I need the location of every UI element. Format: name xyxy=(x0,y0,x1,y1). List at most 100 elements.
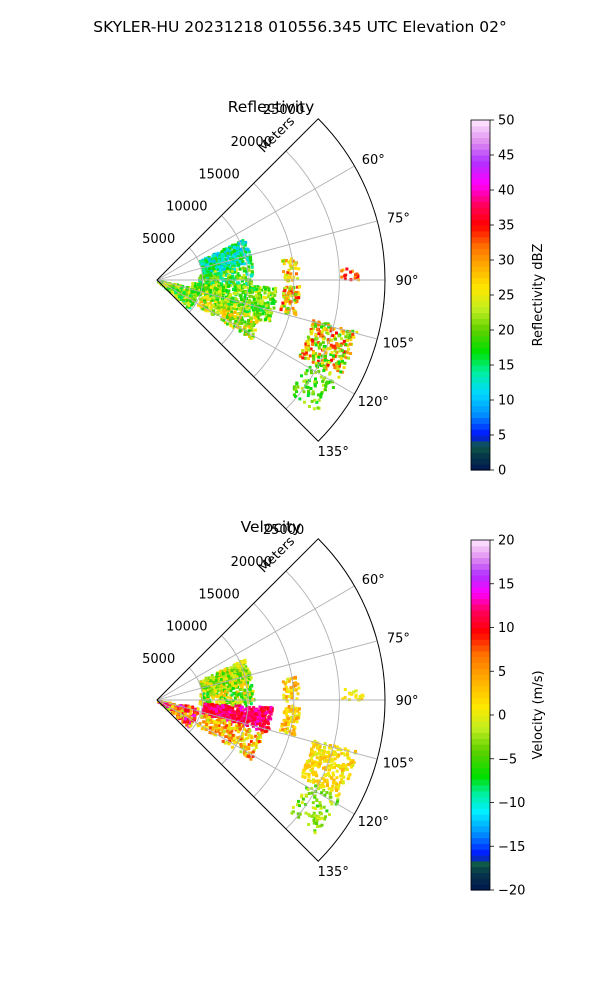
echo-gate xyxy=(268,290,271,294)
colorbar-segment xyxy=(471,615,490,623)
polar-grid xyxy=(156,150,385,442)
echo-gate xyxy=(239,670,243,673)
echo-gate xyxy=(180,296,184,299)
echo-gate xyxy=(307,389,311,393)
echo-gate xyxy=(257,287,261,291)
echo-gate xyxy=(215,258,219,262)
colorbar-segment xyxy=(471,540,490,547)
echo-gate xyxy=(300,374,303,378)
echo-gate xyxy=(266,708,270,712)
echo-gate xyxy=(223,668,227,671)
echo-gate xyxy=(176,283,179,287)
echo-gate xyxy=(254,720,258,724)
colorbar-segment xyxy=(471,843,490,850)
echo-gate xyxy=(288,709,292,712)
colorbar-segment xyxy=(471,569,490,576)
echo-gate xyxy=(339,327,343,330)
colorbar-segment xyxy=(471,627,490,634)
echo-gate xyxy=(243,658,247,662)
echo-gate xyxy=(189,721,193,725)
echo-gate xyxy=(314,333,318,337)
colorbar-segment xyxy=(471,137,490,144)
echo-gate xyxy=(240,744,243,748)
echo-gate xyxy=(256,307,260,311)
echo-gate xyxy=(319,804,322,808)
echo-gate xyxy=(264,726,268,730)
echo-gate xyxy=(281,259,285,263)
echo-gate xyxy=(221,718,224,722)
echo-gate xyxy=(315,743,318,747)
echo-gate xyxy=(205,723,209,726)
echo-gate xyxy=(247,676,251,680)
echo-gate xyxy=(315,746,319,750)
echo-gate xyxy=(331,334,335,338)
echo-gate xyxy=(223,298,227,301)
echo-gate xyxy=(225,322,229,326)
echo-gate xyxy=(304,803,308,807)
echo-gate xyxy=(228,668,232,672)
range-tick-label: 25000 xyxy=(263,103,304,118)
echo-gate xyxy=(348,773,352,777)
echo-gate xyxy=(219,266,223,270)
echo-gate xyxy=(229,283,233,287)
echo-gate xyxy=(236,312,240,316)
echo-gate xyxy=(254,712,258,716)
echo-gate xyxy=(243,243,247,247)
echo-gate xyxy=(252,300,256,304)
echo-gate xyxy=(178,295,181,299)
echo-gate xyxy=(233,321,237,325)
echo-gate xyxy=(229,297,232,301)
echo-gate xyxy=(316,341,320,345)
echo-gate xyxy=(264,308,268,312)
colorbar-segment xyxy=(471,277,490,284)
echo-gate xyxy=(234,694,238,698)
echo-gate xyxy=(293,684,297,688)
echo-gate xyxy=(209,707,213,710)
echo-gate xyxy=(289,715,293,719)
echo-gate xyxy=(310,329,314,333)
echo-gate xyxy=(316,393,320,397)
echo-gate xyxy=(234,268,238,272)
echo-gate xyxy=(233,672,237,676)
echo-gate xyxy=(266,306,270,309)
echo-gate xyxy=(262,301,266,305)
echo-gate xyxy=(212,259,216,263)
echo-gate xyxy=(241,692,245,696)
echo-gate xyxy=(241,291,245,295)
echo-gate xyxy=(206,279,210,283)
echo-gate xyxy=(224,735,228,739)
echo-gate xyxy=(244,323,248,327)
echo-gate xyxy=(318,783,322,787)
colorbar-label: Velocity (m/s) xyxy=(531,670,546,759)
echo-gate xyxy=(243,660,247,664)
echo-gate xyxy=(237,716,241,720)
echo-gate xyxy=(236,672,240,676)
echo-gate xyxy=(292,688,296,692)
echo-gate xyxy=(285,687,289,691)
echo-gate xyxy=(206,718,210,722)
echo-gate xyxy=(282,687,286,691)
echo-gate xyxy=(254,746,258,749)
echo-gate xyxy=(337,764,340,767)
echo-gate xyxy=(230,693,234,697)
panel-title: Velocity xyxy=(241,518,302,536)
colorbar-segment xyxy=(471,761,490,769)
echo-gate xyxy=(315,380,318,384)
echo-gate xyxy=(328,792,332,796)
echo-gate xyxy=(233,288,237,292)
echo-gate xyxy=(331,784,335,788)
echo-gate xyxy=(240,261,244,265)
echo-gate xyxy=(311,360,315,364)
echo-gate xyxy=(314,752,318,756)
echo-gate xyxy=(210,703,214,707)
echo-gate xyxy=(209,679,213,683)
echo-gate xyxy=(304,342,308,346)
echo-gate xyxy=(288,291,292,295)
echo-gate xyxy=(256,711,260,715)
echo-gate xyxy=(226,269,230,273)
echo-gate xyxy=(312,356,316,360)
echo-gate xyxy=(230,674,234,677)
echo-gate xyxy=(202,259,205,263)
echo-gate xyxy=(217,679,221,683)
echo-gate xyxy=(293,309,297,313)
